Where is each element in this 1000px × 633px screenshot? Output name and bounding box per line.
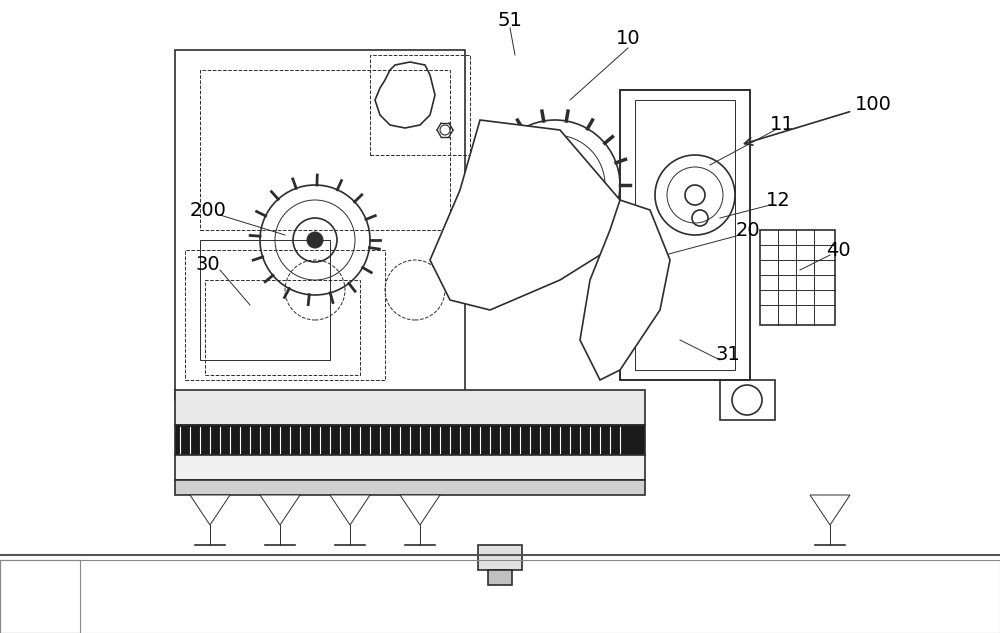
Text: 12: 12	[766, 191, 790, 210]
Bar	[488, 570, 512, 585]
Bar	[175, 425, 645, 455]
Bar	[200, 70, 450, 230]
Polygon shape	[190, 495, 230, 525]
Bar	[370, 55, 470, 155]
Polygon shape	[430, 120, 640, 310]
Text: 40: 40	[826, 241, 850, 260]
Bar	[0, 560, 80, 633]
Circle shape	[547, 177, 563, 193]
Text: 31: 31	[716, 346, 740, 365]
Text: 51: 51	[498, 11, 522, 30]
Text: 10: 10	[616, 28, 640, 47]
Bar	[175, 390, 645, 425]
Text: 100: 100	[744, 95, 892, 145]
Bar	[635, 100, 735, 370]
Bar	[175, 480, 645, 495]
Polygon shape	[260, 495, 300, 525]
Bar	[478, 545, 522, 570]
Bar	[620, 90, 750, 380]
Bar	[0, 560, 1000, 633]
Bar	[175, 50, 465, 400]
Text: 30: 30	[196, 256, 220, 275]
Bar	[175, 455, 645, 480]
Bar	[760, 230, 835, 325]
Bar	[205, 280, 360, 375]
Bar	[620, 90, 750, 380]
Circle shape	[307, 232, 323, 248]
Polygon shape	[330, 495, 370, 525]
Text: 20: 20	[736, 220, 760, 239]
Text: 200: 200	[190, 201, 226, 220]
Text: 11: 11	[770, 115, 794, 134]
Bar	[200, 240, 330, 360]
Polygon shape	[810, 495, 850, 525]
Bar	[720, 380, 775, 420]
Polygon shape	[580, 200, 670, 380]
Polygon shape	[400, 495, 440, 525]
Bar	[185, 250, 385, 380]
